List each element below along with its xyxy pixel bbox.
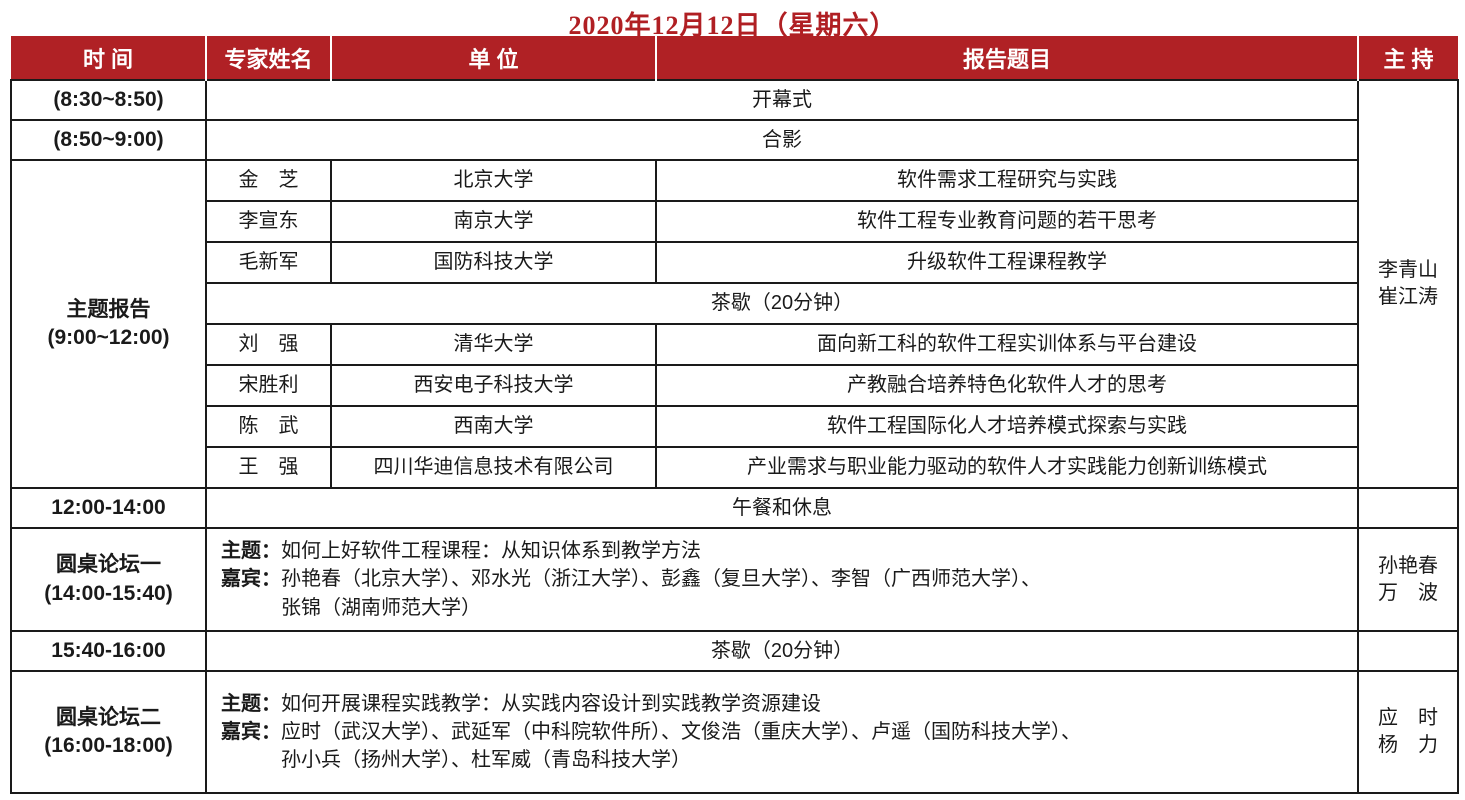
- forum1-hours: (14:00-15:40): [44, 581, 173, 605]
- forum1-host-1: 孙艳春: [1378, 554, 1438, 577]
- forum1-topic-line: 主题： 如何上好软件工程课程：从知识体系到教学方法: [221, 537, 1347, 565]
- col-header-name: 专家姓名: [206, 36, 332, 80]
- talk-title: 软件需求工程研究与实践: [655, 159, 1359, 202]
- speaker-org: 北京大学: [330, 159, 657, 202]
- speaker-org: 西南大学: [330, 405, 657, 448]
- col-header-topic: 报告题目: [656, 36, 1359, 80]
- keynote-session-hours: (9:00~12:00): [47, 326, 170, 349]
- row-tea: 15:40-16:00 茶歇（20分钟）: [10, 630, 1459, 673]
- forum2-host-2: 杨 力: [1378, 734, 1438, 757]
- forum2-guests-1: 应时（武汉大学）、武延军（中科院软件所）、文俊浩（重庆大学）、卢遥（国防科技大学…: [281, 720, 1081, 743]
- speaker-name: 李宣东: [205, 200, 332, 243]
- forum1-guests: 孙艳春（北京大学）、邓水光（浙江大学）、彭鑫（复旦大学）、李智（广西师范大学）、…: [281, 565, 1041, 622]
- col-header-host: 主 持: [1358, 36, 1458, 80]
- speaker-name: 王 强: [205, 446, 332, 489]
- keynote-session-time: 主题报告 (9:00~12:00): [10, 159, 207, 489]
- tea-time: 15:40-16:00: [10, 630, 207, 673]
- row-talk-4: 刘 强 清华大学 面向新工科的软件工程实训体系与平台建设: [11, 323, 1458, 366]
- speaker-org: 四川华迪信息技术有限公司: [330, 446, 657, 489]
- row-talk-5: 宋胜利 西安电子科技大学 产教融合培养特色化软件人才的思考: [11, 364, 1458, 407]
- forum2-host-1: 应 时: [1378, 707, 1438, 730]
- row-forum-1: 圆桌论坛一 (14:00-15:40) 主题： 如何上好软件工程课程：从知识体系到…: [10, 526, 1459, 633]
- row-talk-3: 毛新军 国防科技大学 升级软件工程课程教学: [11, 241, 1458, 284]
- talk-title: 面向新工科的软件工程实训体系与平台建设: [655, 323, 1359, 366]
- topic-label: 主题：: [221, 540, 281, 562]
- speaker-name: 宋胜利: [205, 364, 332, 407]
- forum2-title: 圆桌论坛二: [56, 705, 161, 729]
- forum2-hours: (16:00-18:00): [44, 734, 173, 758]
- schedule-table: 时 间 专家姓名 单 位 报告题目 主 持 (8:30~8:50) 开幕式 李青…: [10, 36, 1459, 795]
- forum1-content: 主题： 如何上好软件工程课程：从知识体系到教学方法 嘉宾： 孙艳春（北京大学）、邓…: [205, 526, 1359, 633]
- speaker-org: 清华大学: [330, 323, 657, 366]
- row-talk-7: 王 强 四川华迪信息技术有限公司 产业需求与职业能力驱动的软件人才实践能力创新训…: [11, 446, 1458, 489]
- forum2-time: 圆桌论坛二 (16:00-18:00): [10, 670, 207, 795]
- tea-host-empty: [1357, 630, 1459, 673]
- photo-event: 合影: [205, 119, 1359, 161]
- speaker-name: 刘 强: [205, 323, 332, 366]
- talk-title: 产业需求与职业能力驱动的软件人才实践能力创新训练模式: [655, 446, 1359, 489]
- row-talk-1: 主题报告 (9:00~12:00) 金 芝 北京大学 软件需求工程研究与实践: [10, 159, 1458, 489]
- speaker-name: 毛新军: [205, 241, 332, 284]
- row-talk-2: 李宣东 南京大学 软件工程专业教育问题的若干思考: [11, 200, 1458, 243]
- forum2-guests-2: 孙小兵（扬州大学）、杜军威（青岛科技大学）: [281, 749, 691, 772]
- forum1-title: 圆桌论坛一: [56, 553, 161, 577]
- row-photo: (8:50~9:00) 合影: [10, 119, 1458, 161]
- forum2-guests: 应时（武汉大学）、武延军（中科院软件所）、文俊浩（重庆大学）、卢遥（国防科技大学…: [281, 718, 1081, 775]
- speaker-name: 金 芝: [205, 159, 332, 202]
- keynote-break-event: 茶歇（20分钟）: [205, 282, 1359, 325]
- lunch-time: 12:00-14:00: [10, 487, 207, 529]
- forum1-guests-2: 张锦（湖南师范大学）: [281, 596, 481, 619]
- page-title: 2020年12月12日（星期六）: [568, 11, 897, 40]
- speaker-org: 西安电子科技大学: [330, 364, 657, 407]
- talk-title: 软件工程专业教育问题的若干思考: [655, 200, 1359, 243]
- topic-label: 主题：: [221, 692, 281, 715]
- forum1-guests-1: 孙艳春（北京大学）、邓水光（浙江大学）、彭鑫（复旦大学）、李智（广西师范大学）、: [281, 568, 1041, 591]
- row-talk-6: 陈 武 西南大学 软件工程国际化人才培养模式探索与实践: [11, 405, 1458, 448]
- forum2-topic-line: 主题： 如何开展课程实践教学：从实践内容设计到实践教学资源建设: [221, 690, 1347, 718]
- forum2-content: 主题： 如何开展课程实践教学：从实践内容设计到实践教学资源建设 嘉宾： 应时（武汉…: [205, 670, 1359, 795]
- keynote-host-1: 李青山: [1378, 259, 1438, 281]
- photo-time: (8:50~9:00): [10, 119, 207, 161]
- forum2-guests-line: 嘉宾： 应时（武汉大学）、武延军（中科院软件所）、文俊浩（重庆大学）、卢遥（国防…: [221, 718, 1347, 775]
- forum1-host: 孙艳春 万 波: [1357, 526, 1459, 633]
- col-header-time: 时 间: [11, 36, 207, 80]
- forum1-guests-line: 嘉宾： 孙艳春（北京大学）、邓水光（浙江大学）、彭鑫（复旦大学）、李智（广西师范…: [221, 565, 1347, 622]
- forum2-host: 应 时 杨 力: [1357, 670, 1459, 795]
- keynote-host-2: 崔江涛: [1378, 286, 1438, 308]
- header-row: 时 间 专家姓名 单 位 报告题目 主 持: [11, 36, 1458, 80]
- col-header-org: 单 位: [331, 36, 657, 80]
- row-keynote-break: 茶歇（20分钟）: [11, 282, 1458, 325]
- keynote-session-title: 主题报告: [66, 297, 151, 321]
- lunch-event: 午餐和休息: [205, 487, 1359, 529]
- guests-label: 嘉宾：: [221, 720, 281, 743]
- lunch-host-empty: [1357, 487, 1459, 529]
- talk-title: 升级软件工程课程教学: [655, 241, 1359, 284]
- row-lunch: 12:00-14:00 午餐和休息: [10, 487, 1459, 529]
- keynote-host: 李青山 崔江涛: [1357, 79, 1459, 489]
- forum1-host-2: 万 波: [1378, 581, 1438, 604]
- opening-event: 开幕式: [205, 79, 1359, 121]
- talk-title: 产教融合培养特色化软件人才的思考: [655, 364, 1359, 407]
- forum1-time: 圆桌论坛一 (14:00-15:40): [10, 526, 207, 633]
- tea-event: 茶歇（20分钟）: [205, 630, 1359, 673]
- speaker-org: 国防科技大学: [330, 241, 657, 284]
- talk-title: 软件工程国际化人才培养模式探索与实践: [655, 405, 1359, 448]
- guests-label: 嘉宾：: [221, 568, 281, 591]
- forum1-topic: 如何上好软件工程课程：从知识体系到教学方法: [281, 540, 701, 562]
- row-opening: (8:30~8:50) 开幕式 李青山 崔江涛: [10, 79, 1459, 489]
- speaker-name: 陈 武: [205, 405, 332, 448]
- forum2-topic: 如何开展课程实践教学：从实践内容设计到实践教学资源建设: [281, 692, 821, 715]
- speaker-org: 南京大学: [330, 200, 657, 243]
- row-forum-2: 圆桌论坛二 (16:00-18:00) 主题： 如何开展课程实践教学：从实践内容设…: [10, 670, 1459, 795]
- opening-time: (8:30~8:50): [10, 79, 207, 121]
